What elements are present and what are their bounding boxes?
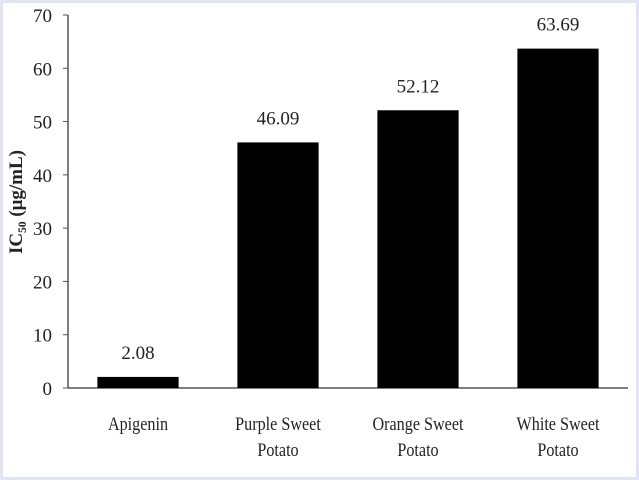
bar (517, 48, 599, 388)
y-tick-label: 70 (33, 6, 52, 27)
data-label: 46.09 (257, 108, 300, 129)
y-axis-label: IC₅₀ (μg/mL) (6, 150, 27, 254)
x-tick-label: Purple Sweet Potato (235, 414, 321, 461)
y-tick-label: 40 (33, 166, 52, 187)
x-tick-label: White Sweet Potato (516, 414, 600, 461)
x-tick-label: Apigenin (107, 414, 169, 435)
y-tick-label: 60 (33, 59, 52, 80)
bar (237, 142, 319, 388)
data-label: 2.08 (121, 343, 154, 364)
y-tick-label: 50 (33, 113, 52, 134)
y-tick-label: 10 (33, 326, 52, 347)
y-tick-label: 20 (33, 272, 52, 293)
y-tick-label: 0 (43, 379, 53, 400)
bar (377, 110, 459, 389)
bar (97, 376, 179, 388)
data-label: 63.69 (537, 15, 580, 36)
data-label: 52.12 (397, 76, 440, 97)
x-tick-label: Orange Sweet Potato (372, 414, 464, 461)
y-tick-label: 30 (33, 219, 52, 240)
